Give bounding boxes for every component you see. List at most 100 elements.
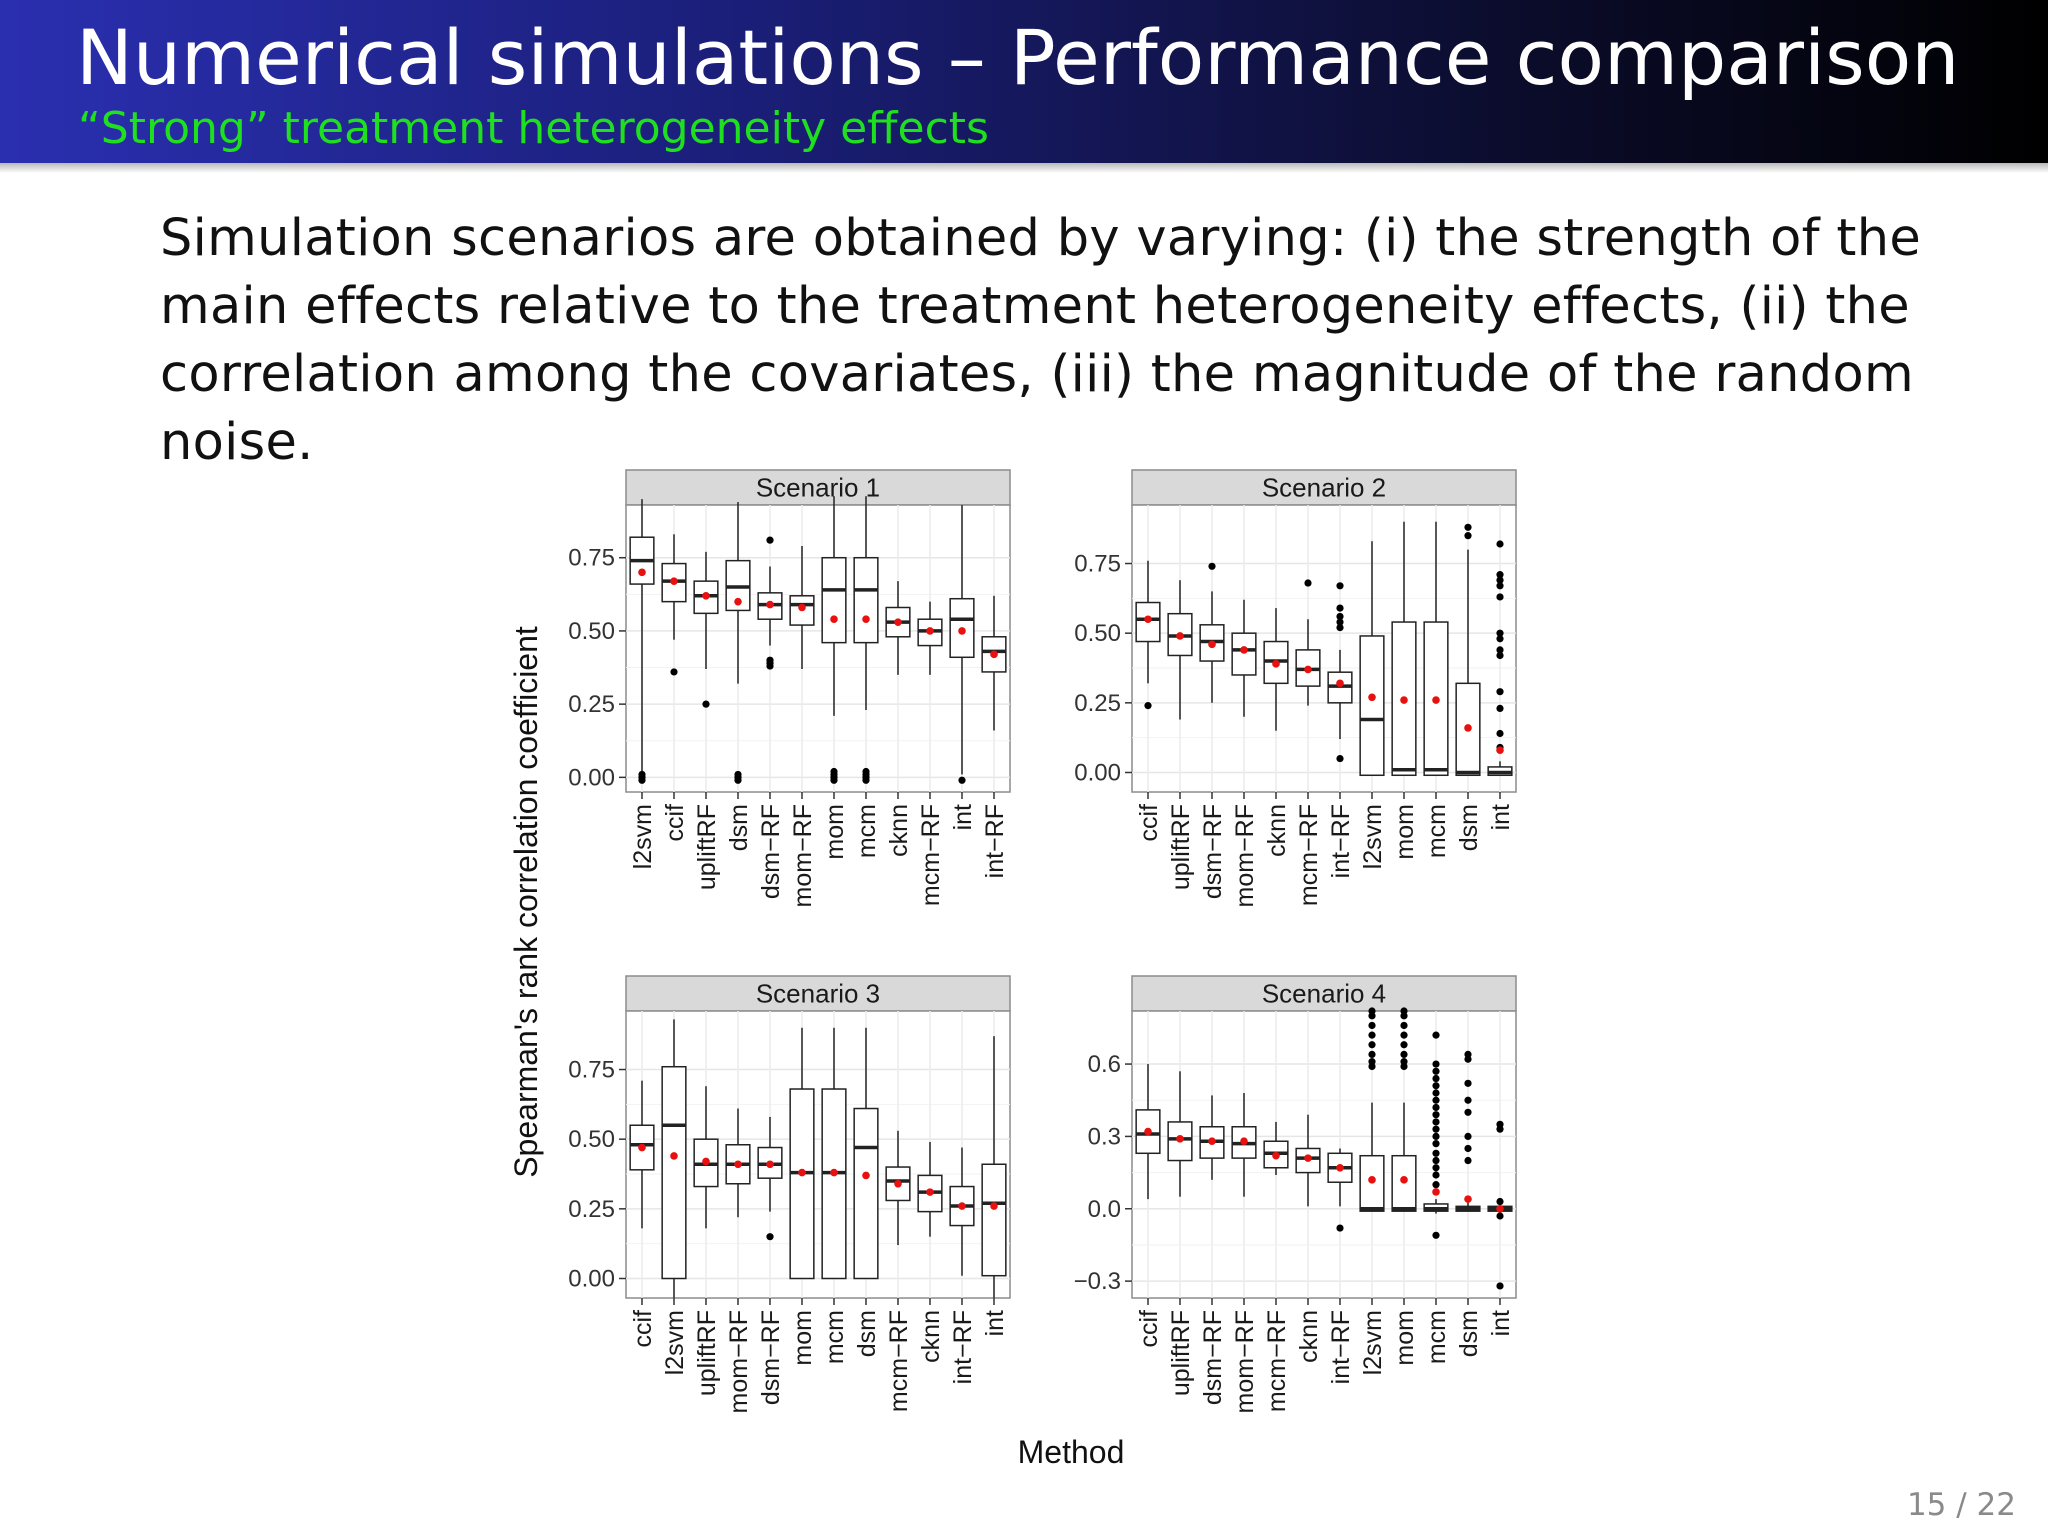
x-tick-label: mom: [1391, 1310, 1419, 1366]
outlier-point: [1464, 1050, 1472, 1059]
box-dsm−RF: [1199, 562, 1225, 703]
box-iqr: [1359, 635, 1385, 777]
panel-strip: [625, 469, 1011, 506]
box-cknn: [917, 1141, 943, 1237]
x-tick-label: l2svm: [629, 804, 657, 869]
mean-point: [766, 600, 774, 609]
outlier-point: [1496, 635, 1504, 643]
x-tick-label: mcm: [821, 1310, 849, 1364]
outlier-point: [958, 776, 966, 784]
outlier-point: [1496, 646, 1504, 654]
outlier-point: [766, 656, 774, 664]
mean-point: [1400, 1176, 1408, 1184]
outlier-point: [862, 776, 870, 784]
outlier-point: [1400, 1041, 1408, 1049]
x-tick-label: mcm−RF: [917, 804, 945, 906]
x-tick-label: dsm: [1455, 1310, 1483, 1357]
outlier-point: [1432, 1125, 1440, 1133]
panel-title: Scenario 3: [756, 979, 880, 1009]
outlier-point: [734, 776, 742, 784]
box-mcm: [821, 1027, 847, 1280]
x-tick-label: mcm−RF: [885, 1310, 913, 1412]
box-mcm−RF: [885, 1130, 911, 1246]
box-iqr: [661, 1065, 687, 1280]
x-tick-label: mom−RF: [1231, 1310, 1259, 1413]
panel-1: Scenario 1 0.00 0.25 0.50 0.75 l2svm ccif uplif…: [568, 469, 1011, 907]
y-tick-label: 0.75: [1074, 551, 1121, 578]
x-tick-label: mcm: [1423, 1310, 1451, 1364]
outlier-point: [766, 1233, 774, 1241]
mean-point: [1464, 1195, 1472, 1203]
mean-point: [1272, 660, 1280, 668]
outlier-point: [1432, 1164, 1440, 1172]
box-ccif: [1135, 1064, 1161, 1200]
outlier-point: [1496, 1282, 1504, 1290]
x-tick-label: dsm: [1455, 804, 1483, 851]
box-int: [1487, 1120, 1513, 1290]
mean-point: [798, 1168, 806, 1177]
y-tick-label: 0.00: [1074, 759, 1121, 786]
outlier-point: [1464, 1079, 1472, 1087]
outlier-point: [1496, 651, 1504, 660]
mean-point: [734, 1160, 742, 1169]
x-tick-label: mom−RF: [789, 804, 817, 907]
outlier-point: [1432, 1103, 1440, 1112]
x-tick-label: mcm: [1423, 804, 1451, 858]
x-tick-label: l2svm: [1359, 1310, 1387, 1375]
outlier-point: [1336, 624, 1344, 632]
mean-point: [958, 1202, 966, 1210]
mean-point: [1144, 615, 1152, 624]
box-dsm−RF: [757, 1116, 783, 1241]
outlier-point: [1368, 1050, 1376, 1059]
outlier-point: [1400, 1021, 1408, 1030]
y-tick-label: 0.75: [568, 1057, 615, 1084]
mean-point: [1336, 1163, 1344, 1172]
mean-point: [1240, 1137, 1248, 1146]
outlier-point: [1432, 1156, 1440, 1165]
mean-point: [702, 1157, 710, 1166]
outlier-point: [1496, 593, 1504, 601]
mean-point: [1240, 646, 1248, 654]
box-iqr: [1231, 632, 1257, 676]
mean-point: [1496, 1204, 1504, 1213]
outlier-point: [1432, 1111, 1440, 1119]
x-tick-label: mcm−RF: [1295, 804, 1323, 906]
slide-body-text: Simulation scenarios are obtained by var…: [160, 209, 1921, 472]
outlier-point: [1400, 1031, 1408, 1039]
outlier-point: [1496, 571, 1504, 579]
slide-subtitle: “Strong” treatment heterogeneity effects: [78, 103, 989, 154]
mean-point: [1368, 1176, 1376, 1184]
mean-point: [1272, 1151, 1280, 1160]
x-tick-label: int−RF: [1327, 804, 1355, 878]
outlier-point: [1496, 582, 1504, 590]
x-tick-label: upliftRF: [1167, 1310, 1195, 1396]
mean-point: [862, 1171, 870, 1180]
outlier-point: [670, 668, 678, 676]
box-ccif: [661, 534, 687, 676]
x-tick-label: ccif: [629, 1310, 657, 1348]
mean-point: [894, 618, 902, 626]
box-mcm−RF: [1295, 579, 1321, 706]
x-tick-label: mcm: [853, 804, 881, 858]
box-mom−RF: [1231, 599, 1257, 717]
outlier-point: [1400, 1058, 1408, 1066]
y-tick-label: 0.75: [568, 545, 615, 572]
x-tick-label: cknn: [917, 1310, 945, 1363]
y-tick-label: 0.00: [568, 1265, 615, 1292]
x-tick-label: int: [1487, 1310, 1515, 1336]
box-int: [949, 505, 975, 784]
mean-point: [990, 1202, 998, 1210]
outlier-point: [1496, 1197, 1504, 1206]
outlier-point: [638, 770, 646, 779]
box-mcm: [853, 496, 879, 784]
outlier-point: [638, 776, 646, 784]
x-tick-label: dsm−RF: [1199, 1310, 1227, 1405]
mean-point: [1400, 696, 1408, 704]
box-iqr: [853, 556, 879, 644]
outlier-point: [1464, 1132, 1472, 1141]
outlier-point: [1432, 1031, 1440, 1039]
x-tick-label: int: [949, 804, 977, 830]
y-tick-label: 0.50: [568, 618, 615, 645]
slide-title: Numerical simulations – Performance comp…: [76, 13, 1960, 102]
